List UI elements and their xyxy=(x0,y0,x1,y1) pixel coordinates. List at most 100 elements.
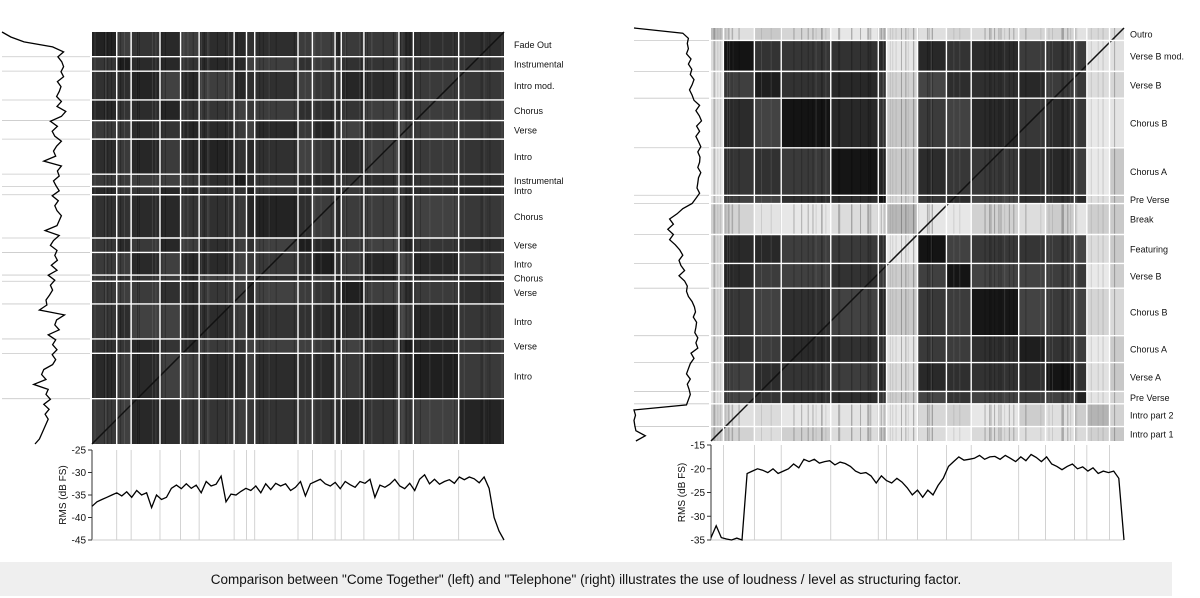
matrix-block xyxy=(830,28,879,41)
matrix-block xyxy=(335,174,342,187)
matrix-block xyxy=(946,203,972,235)
matrix-block xyxy=(781,28,831,41)
matrix-block xyxy=(199,194,235,238)
matrix-block xyxy=(254,139,298,175)
matrix-block xyxy=(946,335,972,363)
matrix-block xyxy=(341,71,364,100)
matrix-block xyxy=(92,194,117,238)
matrix-block xyxy=(298,139,313,175)
matrix-block xyxy=(398,71,414,100)
matrix-block xyxy=(246,56,255,72)
matrix-block xyxy=(159,174,181,187)
segment-labels: Outro Verse B mod. Verse B Chorus B Chorus A… xyxy=(1130,30,1184,440)
matrix-block xyxy=(363,120,399,140)
matrix-block xyxy=(180,174,200,187)
matrix-block xyxy=(946,195,972,204)
segment-label: Verse B xyxy=(1130,271,1162,281)
tick-label: -30 xyxy=(691,512,706,523)
matrix-block xyxy=(413,238,459,253)
matrix-block xyxy=(246,174,255,187)
matrix-block xyxy=(971,98,1019,148)
matrix-block xyxy=(363,71,399,100)
matrix-block xyxy=(917,391,947,404)
matrix-block xyxy=(199,99,235,121)
matrix-blocks xyxy=(711,28,1124,441)
matrix-block xyxy=(312,120,336,140)
segment-label: Instrumental xyxy=(514,176,564,186)
matrix-block xyxy=(298,398,313,444)
matrix-block xyxy=(199,281,235,304)
matrix-block xyxy=(754,40,782,72)
matrix-block xyxy=(711,403,724,427)
matrix-block xyxy=(246,32,255,57)
matrix-block xyxy=(711,195,724,204)
matrix-block xyxy=(413,281,459,304)
matrix-block xyxy=(335,71,342,100)
matrix-block xyxy=(199,275,235,282)
matrix-block xyxy=(312,139,336,175)
matrix-block xyxy=(180,252,200,276)
matrix-block xyxy=(754,98,782,148)
matrix-block xyxy=(723,98,755,148)
matrix-block xyxy=(723,195,755,204)
matrix-block xyxy=(363,139,399,175)
matrix-block xyxy=(1074,28,1087,41)
matrix-block xyxy=(363,194,399,238)
matrix-block xyxy=(458,398,504,444)
segment-labels: Fade Out Instrumental Intro mod. Chorus Vers… xyxy=(514,40,564,382)
matrix-block xyxy=(341,238,364,253)
matrix-block xyxy=(946,71,972,99)
matrix-block xyxy=(159,194,181,238)
matrix-block xyxy=(246,275,255,282)
matrix-block xyxy=(754,362,782,392)
matrix-block xyxy=(335,338,342,354)
matrix-block xyxy=(254,71,298,100)
matrix-block xyxy=(1018,391,1046,404)
matrix-block xyxy=(781,195,831,204)
matrix-block xyxy=(1109,71,1124,99)
matrix-block xyxy=(723,147,755,196)
matrix-block xyxy=(341,139,364,175)
matrix-block xyxy=(711,362,724,392)
matrix-block xyxy=(363,174,399,187)
matrix-block xyxy=(159,56,181,72)
matrix-block xyxy=(458,303,504,339)
boundary-lines xyxy=(711,28,1124,441)
segment-label: Pre Verse xyxy=(1130,393,1170,403)
matrix-block xyxy=(458,174,504,187)
matrix-block xyxy=(1018,335,1046,363)
matrix-block xyxy=(131,303,160,339)
matrix-block xyxy=(180,56,200,72)
matrix-block xyxy=(363,303,399,339)
matrix-block xyxy=(1045,362,1075,392)
matrix-block xyxy=(234,338,247,354)
matrix-block xyxy=(92,174,117,187)
axis-title: RMS (dB FS) xyxy=(677,463,688,522)
matrix-block xyxy=(878,288,887,336)
matrix-block xyxy=(159,275,181,282)
matrix-block xyxy=(199,238,235,253)
matrix-block xyxy=(1018,71,1046,99)
matrix-block xyxy=(1045,195,1075,204)
matrix-block xyxy=(335,398,342,444)
tick-label: -45 xyxy=(72,536,87,547)
matrix-block xyxy=(199,71,235,100)
matrix-block xyxy=(781,426,831,441)
matrix-block xyxy=(398,252,414,276)
matrix-block xyxy=(159,186,181,195)
matrix-block xyxy=(830,71,879,99)
matrix-block xyxy=(298,353,313,399)
matrix-block xyxy=(1109,98,1124,148)
segment-label: Intro xyxy=(514,152,532,162)
matrix-block xyxy=(234,194,247,238)
matrix-block xyxy=(341,194,364,238)
matrix-block xyxy=(116,353,132,399)
matrix-block xyxy=(312,238,336,253)
matrix-block xyxy=(159,139,181,175)
tick-label: -25 xyxy=(72,446,87,457)
matrix-block xyxy=(92,398,117,444)
rms-series-bottom xyxy=(91,473,505,541)
matrix-block xyxy=(180,71,200,100)
matrix-block xyxy=(234,56,247,72)
matrix-blocks xyxy=(92,32,504,444)
